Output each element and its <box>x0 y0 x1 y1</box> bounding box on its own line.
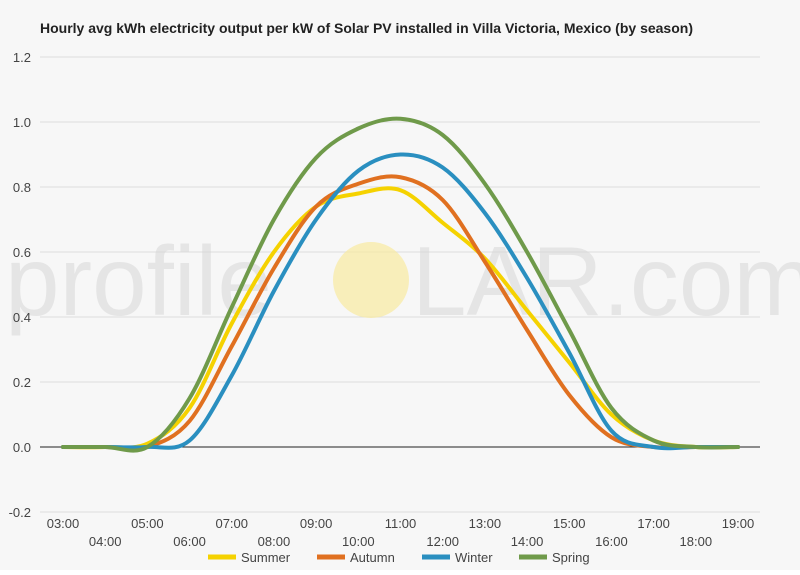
series-line-autumn <box>61 174 740 451</box>
y-tick-label: 1.2 <box>13 50 31 65</box>
series-lines <box>61 116 740 453</box>
legend-label-summer: Summer <box>241 550 291 565</box>
y-tick-label: 0.0 <box>13 440 31 455</box>
y-tick-label: 0.6 <box>13 245 31 260</box>
y-tick-label: 1.0 <box>13 115 31 130</box>
series-line-winter <box>61 152 740 451</box>
x-tick-label: 14:00 <box>511 534 544 549</box>
y-tick-label: 0.2 <box>13 375 31 390</box>
x-tick-label: 13:00 <box>469 516 502 531</box>
x-tick-label: 12:00 <box>426 534 459 549</box>
chart-title: Hourly avg kWh electricity output per kW… <box>40 20 693 36</box>
watermark-sun <box>333 242 409 318</box>
series-line-spring <box>61 116 740 453</box>
watermark-text-right: LAR.com <box>412 226 800 336</box>
x-tick-label: 11:00 <box>385 516 417 531</box>
legend: Summer Autumn Winter Spring <box>208 550 590 565</box>
x-tick-label: 17:00 <box>637 516 670 531</box>
x-tick-label: 08:00 <box>258 534 291 549</box>
x-tick-label: 06:00 <box>173 534 206 549</box>
x-tick-label: 03:00 <box>47 516 80 531</box>
y-tick-label: 0.8 <box>13 180 31 195</box>
x-tick-label: 16:00 <box>595 534 628 549</box>
legend-label-autumn: Autumn <box>350 550 395 565</box>
x-tick-label: 04:00 <box>89 534 122 549</box>
x-tick-label: 19:00 <box>722 516 755 531</box>
x-tick-label: 18:00 <box>680 534 713 549</box>
gridlines <box>40 56 760 513</box>
legend-label-spring: Spring <box>552 550 590 565</box>
x-tick-label: 07:00 <box>215 516 248 531</box>
x-tick-label: 05:00 <box>131 516 164 531</box>
y-tick-label: 0.4 <box>13 310 31 325</box>
y-tick-label: -0.2 <box>9 505 31 520</box>
watermark: profile LAR.com <box>5 226 800 336</box>
x-tick-label: 15:00 <box>553 516 586 531</box>
legend-label-winter: Winter <box>455 550 493 565</box>
axes: -0.2 0.0 0.2 0.4 0.6 0.8 1.0 1.2 03:00 04:00 05:00… <box>9 50 760 549</box>
x-tick-label: 09:00 <box>300 516 333 531</box>
x-tick-label: 10:00 <box>342 534 375 549</box>
series-line-summer <box>61 186 740 450</box>
